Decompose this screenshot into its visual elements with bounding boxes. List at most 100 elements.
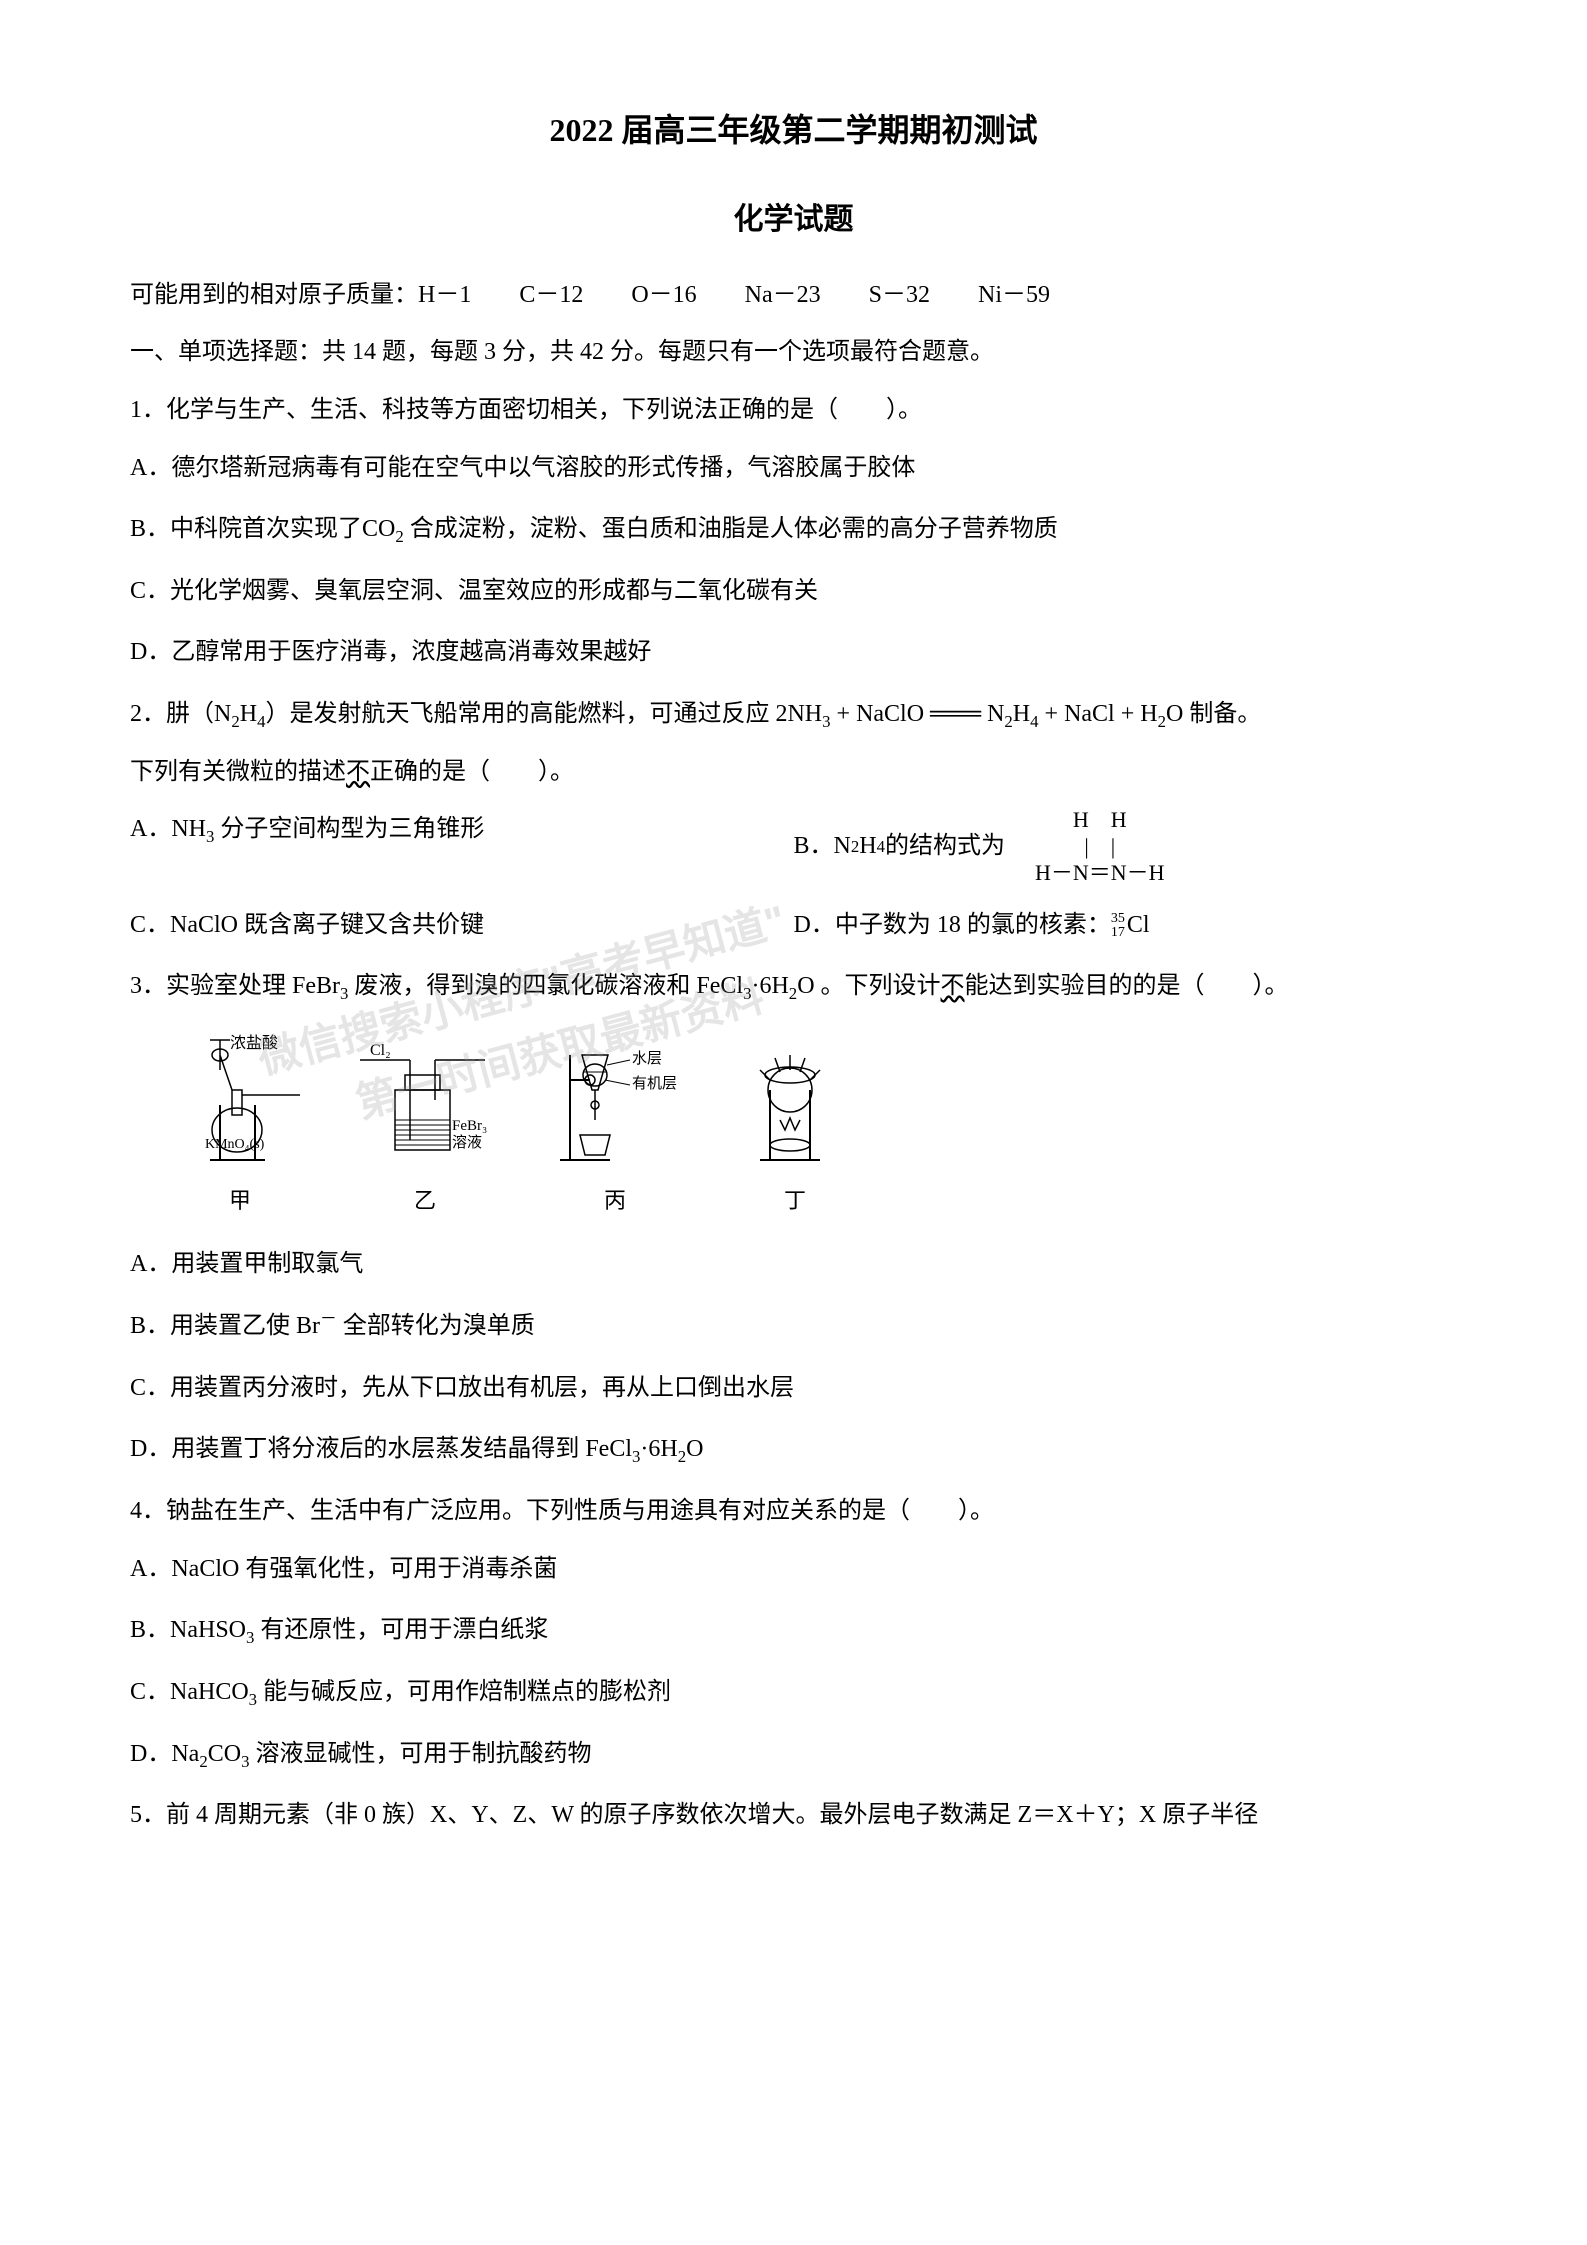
q3-not: 不 bbox=[941, 973, 965, 999]
q4-option-b: B．NaHSO3 有还原性，可用于漂白纸浆 bbox=[130, 1608, 1457, 1654]
label-kmno4: KMnO₄(s) bbox=[205, 1137, 265, 1152]
q4-d-sub1: 2 bbox=[199, 1752, 207, 1771]
apparatus-yi: Cl₂ FeBr₃ 溶液 乙 bbox=[360, 1030, 490, 1222]
q4-d-prefix: D．Na bbox=[130, 1741, 199, 1767]
q2-stem-mid3: + NaClO ═══ N bbox=[831, 701, 1005, 727]
q3-stem-mid3: O 。下列设计 bbox=[797, 973, 940, 999]
q4-d-mid: CO bbox=[208, 1741, 241, 1767]
q2-a-prefix: A．NH bbox=[130, 816, 206, 842]
q2-d-mass: 35 bbox=[1111, 911, 1125, 926]
atomic-mass-items: H－1 C－12 O－16 Na－23 S－32 Ni－59 bbox=[418, 282, 1050, 308]
q3-d-prefix: D．用装置丁将分液后的水层蒸发结晶得到 FeCl bbox=[130, 1436, 632, 1462]
q1-option-b: B．中科院首次实现了CO2 合成淀粉，淀粉、蛋白质和油脂是人体必需的高分子营养物… bbox=[130, 507, 1457, 553]
q1-b-suffix: 合成淀粉，淀粉、蛋白质和油脂是人体必需的高分子营养物质 bbox=[404, 516, 1058, 542]
q3-stem-mid2: ·6H bbox=[751, 973, 788, 999]
apparatus-ding-svg bbox=[740, 1030, 850, 1170]
q2-options-cd: C．NaClO 既含离子键又含共价键 D．中子数为 18 的氯的核素：3517C… bbox=[130, 903, 1457, 949]
struct-mid: | | bbox=[1035, 834, 1165, 860]
apparatus-jia: 浓盐酸 KMnO₄(s) 甲 bbox=[170, 1030, 310, 1222]
apparatus-jia-svg: 浓盐酸 KMnO₄(s) bbox=[170, 1030, 310, 1170]
label-water: 水层 bbox=[632, 1050, 662, 1067]
atomic-mass-info: 可能用到的相对原子质量：H－1 C－12 O－16 Na－23 S－32 Ni－… bbox=[130, 273, 1457, 319]
sub-title: 化学试题 bbox=[130, 191, 1457, 248]
q1-option-d: D．乙醇常用于医疗消毒，浓度越高消毒效果越好 bbox=[130, 630, 1457, 676]
q2-d-prefix: D．中子数为 18 的氯的核素： bbox=[794, 912, 1111, 938]
q1-b-sub: 2 bbox=[395, 527, 403, 546]
label-conc-hcl: 浓盐酸 bbox=[230, 1034, 278, 1052]
q3-stem: 3．实验室处理 FeBr3 废液，得到溴的四氯化碳溶液和 FeCl3·6H2O … bbox=[130, 964, 1457, 1010]
q4-option-d: D．Na2CO3 溶液显碱性，可用于制抗酸药物 bbox=[130, 1732, 1457, 1778]
q2-sub4: 2 bbox=[1004, 712, 1012, 731]
main-title: 2022 届高三年级第二学期期初测试 bbox=[130, 100, 1457, 161]
q2-sub6: 2 bbox=[1158, 712, 1166, 731]
q3-option-a: A．用装置甲制取氯气 bbox=[130, 1242, 1457, 1288]
q4-d-suffix: 溶液显碱性，可用于制抗酸药物 bbox=[249, 1741, 591, 1767]
apparatus-bing-svg: 水层 有机层 bbox=[540, 1030, 690, 1170]
q5-stem: 5．前 4 周期元素（非 0 族）X、Y、Z、W 的原子序数依次增大。最外层电子… bbox=[130, 1793, 1457, 1839]
q2-stem-mid5: + NaCl + H bbox=[1039, 701, 1158, 727]
atomic-mass-prefix: 可能用到的相对原子质量： bbox=[130, 282, 418, 308]
label-yi: 乙 bbox=[414, 1180, 436, 1222]
q3-d-suffix: O bbox=[686, 1436, 703, 1462]
q1-option-c: C．光化学烟雾、臭氧层空洞、温室效应的形成都与二氧化碳有关 bbox=[130, 569, 1457, 615]
section1-header: 一、单项选择题：共 14 题，每题 3 分，共 42 分。每题只有一个选项最符合… bbox=[130, 330, 1457, 376]
q4-stem: 4．钠盐在生产、生活中有广泛应用。下列性质与用途具有对应关系的是（ ）。 bbox=[130, 1489, 1457, 1535]
struct-bot: H－N＝N－H bbox=[1035, 860, 1165, 886]
q4-c-prefix: C．NaHCO bbox=[130, 1679, 249, 1705]
apparatus-bing: 水层 有机层 丙 bbox=[540, 1030, 690, 1222]
apparatus-ding: 丁 bbox=[740, 1030, 850, 1222]
q3-option-b: B．用装置乙使 Br－ 全部转化为溴单质 bbox=[130, 1303, 1457, 1350]
q2-b-prefix: B．N bbox=[794, 824, 851, 870]
q2-line2: 下列有关微粒的描述不正确的是（ ）。 bbox=[130, 750, 1457, 796]
q2-d-elem: Cl bbox=[1127, 912, 1150, 938]
apparatus-diagrams: 微信搜索小程序"高考早知道" 第一时间获取最新资料 浓盐酸 KMnO₄(s) 甲 bbox=[170, 1030, 1457, 1222]
label-organic: 有机层 bbox=[632, 1075, 677, 1092]
q4-b-prefix: B．NaHSO bbox=[130, 1617, 246, 1643]
q3-option-d: D．用装置丁将分液后的水层蒸发结晶得到 FeCl3·6H2O bbox=[130, 1427, 1457, 1473]
label-cl2: Cl₂ bbox=[370, 1042, 391, 1059]
q1-stem: 1．化学与生产、生活、科技等方面密切相关，下列说法正确的是（ ）。 bbox=[130, 388, 1457, 434]
q2-not-word: 不 bbox=[346, 759, 370, 785]
q2-b-structure: H H | | H－N＝N－H bbox=[1035, 807, 1165, 886]
label-ding: 丁 bbox=[784, 1180, 806, 1222]
q4-b-suffix: 有还原性，可用于漂白纸浆 bbox=[254, 1617, 548, 1643]
q4-c-sub: 3 bbox=[249, 1690, 257, 1709]
label-jia: 甲 bbox=[229, 1180, 251, 1222]
q3-stem-prefix: 3．实验室处理 FeBr bbox=[130, 973, 340, 999]
q2-b-sub2: 4 bbox=[877, 831, 885, 863]
q2-b-suffix: 的结构式为 bbox=[885, 824, 1005, 870]
q3-b-prefix: B．用装置乙使 Br bbox=[130, 1313, 320, 1339]
q2-a-suffix: 分子空间构型为三角锥形 bbox=[214, 816, 484, 842]
q2-stem-mid4: H bbox=[1013, 701, 1030, 727]
label-solution: 溶液 bbox=[452, 1134, 482, 1151]
label-bing: 丙 bbox=[604, 1180, 626, 1222]
label-febr3: FeBr₃ bbox=[452, 1118, 487, 1134]
q1-option-a: A．德尔塔新冠病毒有可能在空气中以气溶胶的形式传播，气溶胶属于胶体 bbox=[130, 446, 1457, 492]
q2-stem-prefix: 2．肼（N bbox=[130, 701, 231, 727]
q2-b-mid: H bbox=[859, 824, 876, 870]
q2-stem-mid1: H bbox=[240, 701, 257, 727]
q2-b-sub1: 2 bbox=[851, 831, 859, 863]
q4-option-a: A．NaClO 有强氧化性，可用于消毒杀菌 bbox=[130, 1547, 1457, 1593]
q2-sub5: 4 bbox=[1030, 712, 1038, 731]
q4-c-suffix: 能与碱反应，可用作焙制糕点的膨松剂 bbox=[257, 1679, 671, 1705]
q2-line2-prefix: 下列有关微粒的描述 bbox=[130, 759, 346, 785]
struct-top: H H bbox=[1035, 807, 1165, 833]
q2-options-ab: A．NH3 分子空间构型为三角锥形 B．N2H4 的结构式为 H H | | H… bbox=[130, 807, 1457, 886]
q2-option-a: A．NH3 分子空间构型为三角锥形 bbox=[130, 807, 794, 886]
q3-d-mid: ·6H bbox=[640, 1436, 677, 1462]
q2-option-c: C．NaClO 既含离子键又含共价键 bbox=[130, 903, 794, 949]
q2-sub1: 2 bbox=[231, 712, 239, 731]
q2-option-d: D．中子数为 18 的氯的核素：3517Cl bbox=[794, 903, 1458, 949]
q2-stem-mid2: ）是发射航天飞船常用的高能燃料，可通过反应 2NH bbox=[265, 701, 822, 727]
q3-b-sup: － bbox=[320, 1309, 337, 1328]
apparatus-yi-svg: Cl₂ FeBr₃ 溶液 bbox=[360, 1030, 490, 1170]
q2-d-proton: 17 bbox=[1111, 925, 1125, 940]
q3-stem-suffix: 能达到实验目的的是（ ）。 bbox=[965, 973, 1289, 999]
q2-option-b: B．N2H4 的结构式为 H H | | H－N＝N－H bbox=[794, 807, 1458, 886]
q1-b-prefix: B．中科院首次实现了CO bbox=[130, 516, 395, 542]
q2-sub3: 3 bbox=[822, 712, 830, 731]
q3-b-suffix: 全部转化为溴单质 bbox=[337, 1313, 535, 1339]
q4-option-c: C．NaHCO3 能与碱反应，可用作焙制糕点的膨松剂 bbox=[130, 1670, 1457, 1716]
q2-line2-suffix: 正确的是（ ）。 bbox=[370, 759, 574, 785]
